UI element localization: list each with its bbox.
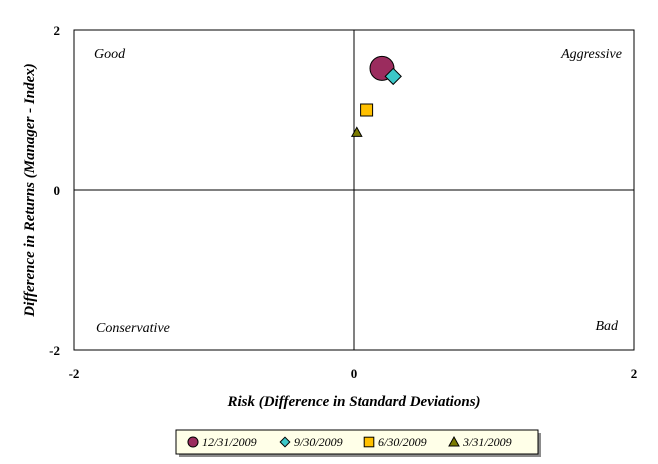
data-point-1 [384,67,402,86]
legend-label-1: 9/30/2009 [294,435,343,449]
x-tick-zero: 0 [351,366,358,381]
data-point-2 [360,103,374,117]
x-axis-title: Risk (Difference in Standard Deviations) [226,394,480,410]
x-tick-right: 2 [631,366,638,381]
y-tick-zero: 0 [54,183,61,198]
x-tick-left: -2 [69,366,80,381]
legend-marker-1 [279,436,291,448]
y-axis-title: Difference in Returns (Manager - Index) [22,63,38,317]
legend-marker-2 [363,436,375,448]
legend-marker-0 [187,436,199,448]
legend-label-2: 6/30/2009 [378,435,427,449]
legend-marker-3 [448,435,460,447]
quadrant-label-good: Good [94,47,126,62]
y-tick-top: 2 [54,23,61,38]
y-tick-bottom: -2 [49,343,60,358]
data-point-3 [350,126,363,137]
quadrant-label-conservative: Conservative [96,321,170,336]
quadrant-label-aggressive: Aggressive [560,47,622,62]
legend-box [175,429,539,455]
data-marks [350,55,402,137]
legend: 12/31/2009 9/30/2009 6/30/2009 3/31/2009 [187,435,512,449]
legend-label-3: 3/31/2009 [462,435,512,449]
legend-label-0: 12/31/2009 [202,435,257,449]
quadrant-label-bad: Bad [595,319,619,334]
